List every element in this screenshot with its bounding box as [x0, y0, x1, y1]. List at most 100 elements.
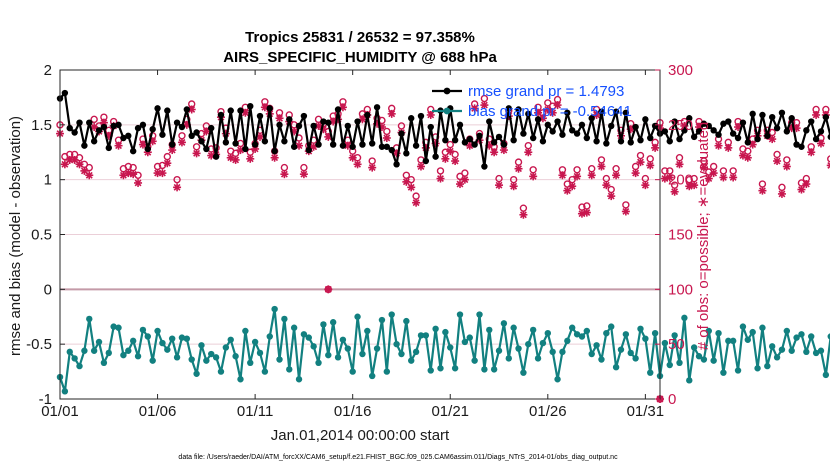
bias-point [222, 344, 230, 351]
evaluated-point [75, 160, 84, 169]
rmse-point [139, 121, 147, 129]
evaluated-point [246, 154, 255, 163]
rmse-point [768, 113, 776, 121]
legend: rmse grand pr = 1.4793 bias grand pr = -0… [432, 83, 632, 120]
asterisk-stroke [558, 171, 566, 179]
rmse-point [554, 118, 561, 125]
x-tick-label: 01/16 [334, 403, 372, 420]
evaluated-point [451, 157, 460, 166]
asterisk-stroke [632, 169, 640, 177]
bias-point [368, 372, 376, 380]
y-tick-label: 2 [44, 62, 52, 79]
bias-point [515, 345, 522, 352]
bias-point [549, 348, 556, 356]
evaluated-point [641, 181, 650, 190]
rmse-point [286, 116, 293, 123]
asterisk-stroke [80, 167, 88, 175]
bias-point [325, 351, 332, 359]
bias-point [612, 363, 620, 371]
bias-point [578, 333, 586, 340]
bias-point [154, 327, 161, 335]
bias-point [681, 314, 688, 322]
asterisk-stroke [827, 161, 830, 166]
rmse-point [251, 141, 259, 148]
evaluated-point [797, 185, 806, 194]
rmse-point [159, 131, 166, 138]
bias-point [544, 330, 552, 337]
rmse-point [95, 127, 103, 134]
rmse-point [817, 128, 825, 135]
asterisk-stroke [168, 146, 176, 154]
y-right-tick-label: 50 [668, 336, 685, 353]
rmse-point [754, 135, 761, 143]
bias-point [168, 335, 176, 342]
bias-point [81, 347, 88, 354]
evaluated-point [782, 162, 791, 171]
rmse-point [164, 107, 171, 114]
evaluated-point [573, 172, 582, 181]
y-tick-label: 0 [44, 281, 52, 298]
bias-point [764, 362, 771, 370]
asterisk-stroke [666, 174, 674, 181]
evaluated-point [524, 148, 533, 157]
asterisk-stroke [744, 154, 752, 162]
asterisk-stroke [349, 154, 357, 162]
bias-point [588, 350, 595, 358]
bias-point [671, 332, 678, 339]
bias-point [251, 338, 259, 346]
rmse-point [373, 104, 381, 111]
asterisk-stroke [807, 148, 815, 156]
asterisk-stroke [480, 101, 488, 109]
rmse-point [500, 141, 508, 148]
evaluated-point [826, 161, 830, 170]
bias-point [456, 311, 464, 318]
evaluated-point [519, 210, 528, 219]
evaluated-point [382, 133, 391, 142]
bias-point [247, 359, 254, 367]
asterisk-stroke [583, 209, 591, 217]
rmse-point [325, 119, 332, 126]
bias-point [422, 332, 430, 339]
asterisk-stroke [802, 180, 810, 188]
asterisk-stroke [549, 109, 557, 117]
bias-point [617, 346, 625, 353]
asterisk-stroke [602, 181, 610, 189]
rmse-point [227, 107, 234, 114]
evaluated-point [651, 143, 660, 152]
asterisk-stroke [768, 135, 776, 143]
asterisk-stroke [817, 140, 825, 147]
bias-point [520, 369, 527, 376]
bias-point [705, 327, 712, 335]
evaluated-point [138, 140, 147, 149]
rmse-point [783, 128, 791, 135]
asterisk-stroke [544, 106, 552, 113]
rmse-point [486, 118, 493, 125]
rmse-point [725, 118, 732, 125]
bias-point [61, 388, 69, 395]
y-tick-label: 1.5 [31, 117, 52, 134]
evaluated-point [743, 153, 752, 162]
possible-point [456, 172, 464, 181]
rmse-point [588, 115, 595, 122]
rmse-point [529, 134, 537, 142]
bias-point [666, 361, 673, 369]
rmse-point [739, 119, 747, 126]
possible-point [90, 115, 98, 124]
y-right-axis-label: # of obs: o=possible; ∗=evaluated [695, 122, 712, 351]
bias-point [120, 351, 127, 359]
rmse-point [261, 138, 269, 145]
rmse-point [598, 108, 605, 115]
bias-point [573, 331, 581, 338]
rmse-point [690, 133, 698, 141]
bias-point [305, 334, 312, 341]
bias-point [622, 331, 630, 338]
rmse-point [559, 131, 566, 138]
bias-point [642, 335, 649, 342]
bias-point [378, 316, 386, 324]
asterisk-stroke [519, 211, 527, 219]
bias-point [471, 357, 478, 364]
bias-point [125, 347, 132, 354]
bias-point [227, 336, 234, 343]
asterisk-stroke [115, 142, 122, 150]
asterisk-stroke [724, 144, 732, 152]
